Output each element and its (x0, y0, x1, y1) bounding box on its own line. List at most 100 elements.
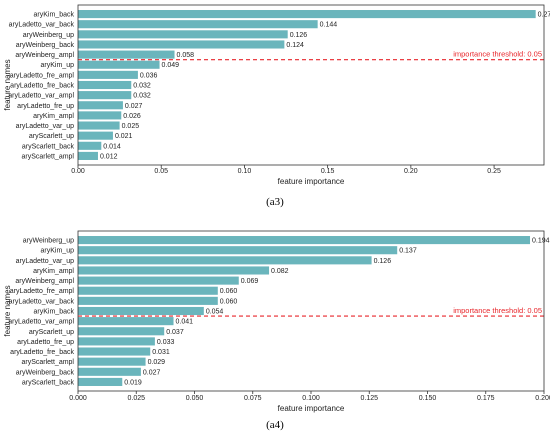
bar (78, 306, 204, 316)
value-label: 0.082 (271, 268, 289, 275)
threshold-label: importance threshold: 0.05 (453, 306, 542, 315)
value-label: 0.126 (290, 32, 308, 39)
value-label: 0.012 (100, 153, 118, 160)
value-label: 0.031 (152, 349, 170, 356)
bar (78, 151, 98, 160)
threshold-label: importance threshold: 0.05 (453, 50, 542, 59)
value-label: 0.069 (241, 278, 259, 285)
x-axis-title: feature importance (278, 404, 345, 413)
value-label: 0.037 (166, 329, 184, 336)
bar (78, 266, 270, 275)
category-label: aryScarlett_up (29, 329, 74, 336)
category-label: aryKim_ampl (33, 113, 74, 120)
x-tick-label: 0.125 (360, 395, 378, 402)
value-label: 0.060 (220, 288, 238, 295)
category-label: aryScarlett_back (22, 143, 75, 150)
x-axis-title: feature importance (278, 177, 345, 186)
value-label: 0.032 (133, 93, 151, 100)
category-label: aryLadetto_fre_ampl (10, 288, 75, 295)
value-label: 0.027 (125, 103, 143, 110)
value-label: 0.026 (123, 113, 141, 120)
x-tick-label: 0.025 (127, 395, 145, 402)
category-label: aryLadetto_var_up (16, 123, 74, 130)
bar (78, 317, 174, 326)
x-tick-label: 0.075 (244, 395, 262, 402)
category-label: aryWeinberg_ampl (15, 278, 74, 285)
value-label: 0.025 (122, 123, 140, 130)
bar (78, 286, 218, 295)
bar (78, 337, 155, 346)
category-label: aryLadetto_var_ampl (8, 93, 74, 100)
value-label: 0.041 (176, 319, 194, 326)
plot-frame (77, 4, 545, 166)
bar (78, 296, 218, 305)
bar (78, 101, 123, 110)
bar (78, 347, 151, 356)
category-label: aryScarlett_ampl (21, 359, 74, 366)
category-label: aryWeinberg_back (16, 369, 75, 376)
x-tick-label: 0.10 (238, 168, 252, 175)
value-label: 0.126 (374, 258, 392, 265)
value-label: 0.194 (532, 238, 550, 245)
y-axis-title: feature names (3, 285, 12, 336)
category-label: aryKim_back (34, 12, 75, 19)
category-label: aryScarlett_up (29, 133, 74, 140)
category-label: aryScarlett_back (22, 379, 75, 386)
bar (78, 236, 531, 245)
category-label: aryLadetto_var_up (16, 258, 74, 265)
category-label: aryLadetto_fre_up (17, 339, 74, 346)
bar (78, 141, 102, 150)
x-tick-label: 0.200 (535, 395, 550, 402)
category-label: aryKim_up (41, 62, 75, 69)
category-label: aryWeinberg_up (23, 238, 74, 245)
category-label: aryKim_ampl (33, 268, 74, 275)
category-label: aryLadetto_fre_ampl (10, 72, 75, 79)
category-label: aryLadetto_fre_back (10, 83, 74, 90)
value-label: 0.124 (286, 42, 304, 49)
value-label: 0.014 (103, 143, 121, 150)
category-label: aryLadetto_var_back (9, 298, 75, 305)
category-label: aryWeinberg_up (23, 32, 74, 39)
category-label: aryScarlett_ampl (21, 153, 74, 160)
category-label: aryLadetto_var_ampl (8, 319, 74, 326)
category-label: aryLadetto_fre_up (17, 103, 74, 110)
x-tick-label: 0.05 (154, 168, 168, 175)
bar (78, 20, 318, 29)
category-label: aryWeinberg_ampl (15, 52, 74, 59)
category-label: aryKim_back (34, 309, 75, 316)
bar (78, 60, 160, 69)
bar (78, 131, 113, 140)
bar (78, 30, 288, 39)
x-tick-label: 0.000 (69, 395, 87, 402)
x-tick-label: 0.00 (71, 168, 85, 175)
x-tick-label: 0.20 (404, 168, 418, 175)
x-tick-label: 0.25 (487, 168, 501, 175)
value-label: 0.054 (206, 309, 224, 316)
x-tick-label: 0.15 (321, 168, 335, 175)
value-label: 0.060 (220, 298, 238, 305)
chart-caption-a3: (a3) (266, 196, 284, 208)
bar (78, 357, 146, 366)
category-label: aryLadetto_fre_back (10, 349, 74, 356)
bar (78, 10, 536, 19)
bar (78, 40, 285, 49)
bar (78, 377, 123, 386)
value-label: 0.049 (162, 62, 180, 69)
value-label: 0.029 (148, 359, 166, 366)
bar (78, 276, 239, 285)
bar (78, 111, 122, 120)
bar (78, 256, 372, 265)
value-label: 0.058 (177, 52, 195, 59)
category-label: aryKim_up (41, 248, 75, 255)
value-label: 0.144 (320, 22, 338, 29)
value-label: 0.033 (157, 339, 175, 346)
bar (78, 80, 132, 90)
category-label: aryWeinberg_back (16, 42, 75, 49)
category-label: aryLadetto_var_back (9, 22, 75, 29)
bar (78, 327, 165, 336)
bar (78, 91, 132, 100)
chart-caption-a4: (a4) (266, 419, 284, 431)
value-label: 0.019 (124, 379, 142, 386)
value-label: 0.032 (133, 83, 151, 90)
bar (78, 367, 141, 376)
